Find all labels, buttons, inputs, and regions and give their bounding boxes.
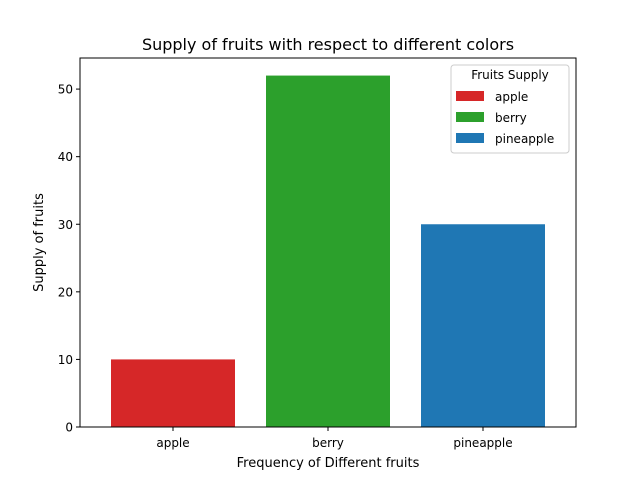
y-axis-ticks: 0 10 20 30 40 50	[58, 83, 80, 435]
bar-berry	[266, 75, 390, 428]
legend-swatch-berry	[456, 112, 484, 122]
legend: Fruits Supply apple berry pineapple	[450, 64, 570, 154]
bars-group	[111, 75, 545, 428]
y-tick-label: 20	[58, 285, 73, 299]
legend-swatch-apple	[456, 91, 484, 101]
legend-title: Fruits Supply	[471, 68, 549, 82]
y-tick-label: 30	[58, 218, 73, 232]
y-tick-label: 10	[58, 353, 73, 367]
legend-entries: apple berry pineapple	[456, 90, 554, 146]
legend-label-apple: apple	[495, 90, 528, 104]
x-axis-label: Frequency of Different fruits	[237, 456, 420, 471]
legend-box	[450, 64, 570, 154]
legend-label-berry: berry	[495, 111, 527, 125]
x-tick-label-pineapple: pineapple	[453, 436, 512, 450]
x-tick-label-berry: berry	[312, 436, 344, 450]
bar-pineapple	[421, 224, 545, 427]
x-tick-label-apple: apple	[156, 436, 189, 450]
bar-apple	[111, 359, 235, 427]
y-tick-label: 50	[58, 83, 73, 97]
x-axis-ticks: apple berry pineapple	[156, 427, 513, 450]
chart-title: Supply of fruits with respect to differe…	[142, 35, 514, 54]
y-tick-label: 0	[65, 421, 73, 435]
legend-swatch-pineapple	[456, 133, 484, 143]
y-tick-label: 40	[58, 150, 73, 164]
y-axis-label: Supply of fruits	[32, 193, 47, 292]
legend-label-pineapple: pineapple	[495, 132, 554, 146]
